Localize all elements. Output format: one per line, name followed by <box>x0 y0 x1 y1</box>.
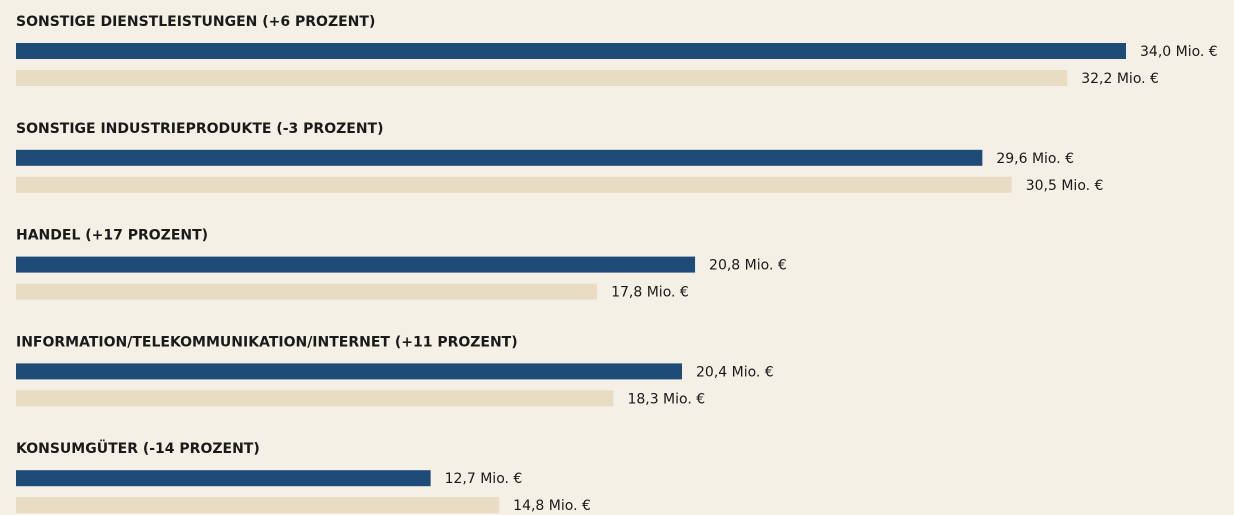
category-label: SONSTIGE DIENSTLEISTUNGEN (+6 PROZENT) <box>16 14 375 30</box>
value-label: 18,3 Mio. € <box>627 391 705 407</box>
value-label: 14,8 Mio. € <box>513 498 591 514</box>
value-label: 20,4 Mio. € <box>696 364 774 380</box>
bar <box>16 470 431 487</box>
value-label: 29,6 Mio. € <box>996 151 1074 167</box>
value-label: 34,0 Mio. € <box>1140 44 1218 60</box>
category-label: INFORMATION/TELEKOMMUNIKATION/INTERNET (… <box>16 334 518 350</box>
category-label: SONSTIGE INDUSTRIEPRODUKTE (-3 PROZENT) <box>16 121 384 137</box>
bar <box>16 70 1068 86</box>
bar <box>16 43 1126 59</box>
value-label: 12,7 Mio. € <box>445 471 523 487</box>
category-label: KONSUMGÜTER (-14 PROZENT) <box>16 439 260 457</box>
value-label: 17,8 Mio. € <box>611 285 689 301</box>
value-label: 30,5 Mio. € <box>1026 178 1104 194</box>
value-label: 32,2 Mio. € <box>1081 71 1159 87</box>
bar <box>16 497 500 514</box>
bar <box>16 176 1012 193</box>
bar <box>16 283 598 300</box>
value-label: 20,8 Mio. € <box>709 258 787 274</box>
bar <box>16 390 614 407</box>
bar <box>16 149 983 166</box>
bar <box>16 363 682 380</box>
bar <box>16 256 696 273</box>
category-label: HANDEL (+17 PROZENT) <box>16 228 208 244</box>
